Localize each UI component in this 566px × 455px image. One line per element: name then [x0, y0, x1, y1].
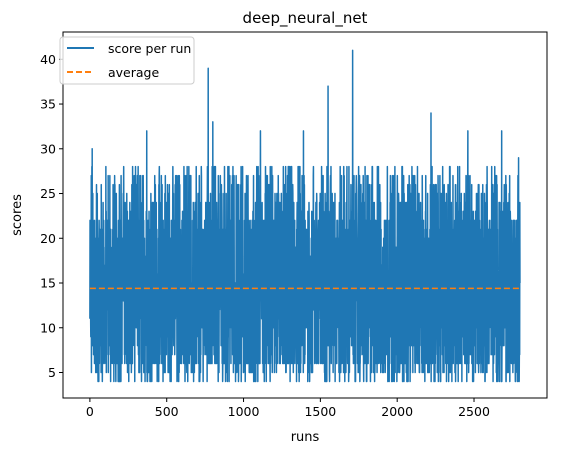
x-axis-label: runs — [291, 430, 320, 445]
chart-title: deep_neural_net — [243, 9, 368, 28]
plot-area — [89, 49, 521, 383]
axis-ticks: 0 500 1000 1500 2000 2500 5 10 15 20 25 30 35 40 — [40, 52, 490, 419]
y-tick-label: 35 — [40, 97, 56, 112]
y-tick-label: 10 — [40, 320, 56, 335]
x-tick-label: 1000 — [228, 404, 260, 419]
plot-frame — [62, 31, 548, 399]
legend-label-average: average — [108, 65, 159, 80]
y-tick-label: 30 — [40, 141, 56, 156]
series-line-score-per-run — [89, 49, 521, 383]
y-tick-label: 40 — [40, 52, 56, 67]
y-tick-label: 25 — [40, 186, 56, 201]
x-tick-label: 2000 — [381, 404, 413, 419]
x-tick-label: 2500 — [458, 404, 490, 419]
x-tick-label: 0 — [86, 404, 94, 419]
y-tick-label: 15 — [40, 276, 56, 291]
x-tick-label: 500 — [155, 404, 179, 419]
y-tick-label: 20 — [40, 231, 56, 246]
y-axis-label: scores — [10, 194, 25, 236]
legend: score per run average — [59, 36, 195, 85]
y-tick-label: 5 — [48, 365, 56, 380]
legend-label-score-per-run: score per run — [108, 41, 191, 56]
x-tick-label: 1500 — [304, 404, 336, 419]
